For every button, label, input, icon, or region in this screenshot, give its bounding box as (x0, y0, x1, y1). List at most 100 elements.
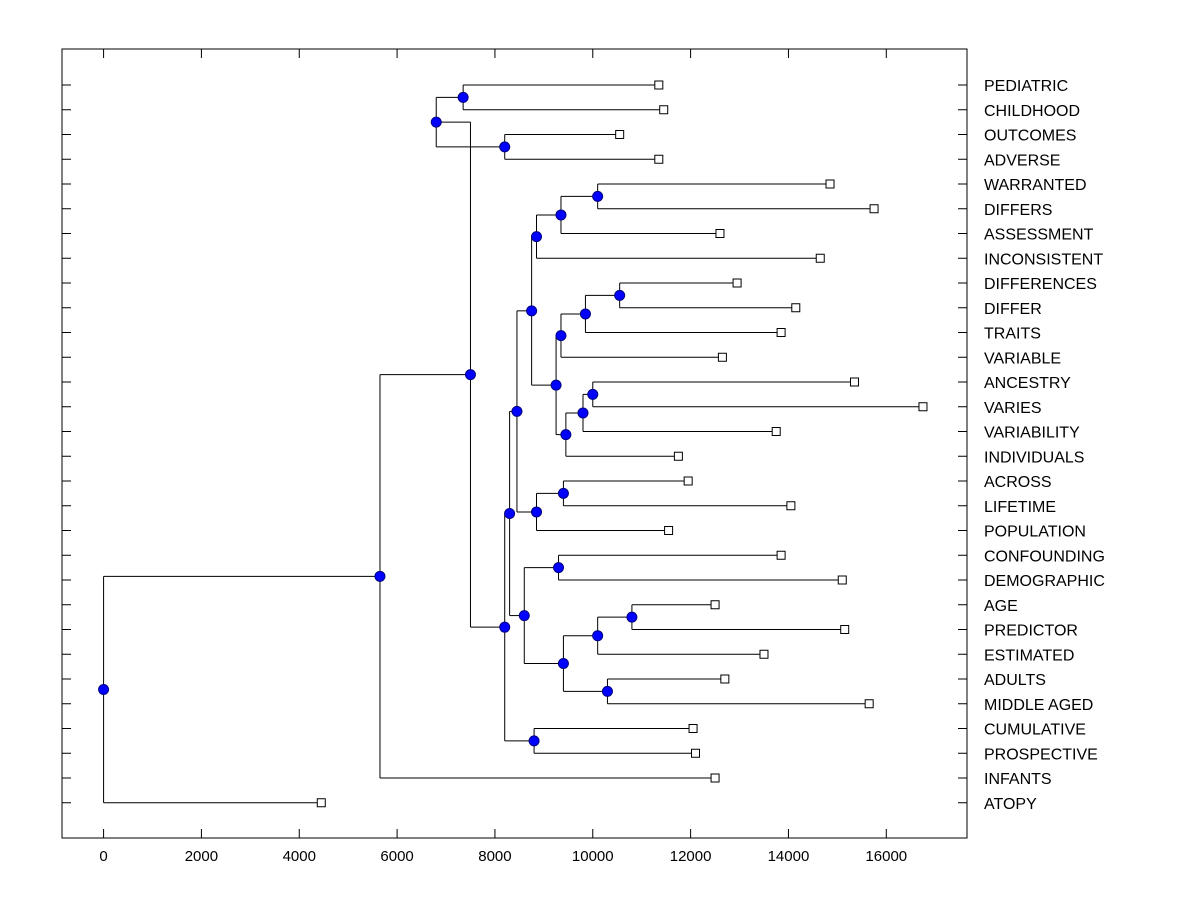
leaf-marker (815, 253, 825, 263)
leaf-label: ASSESSMENT (984, 227, 1094, 244)
merge-node (577, 407, 589, 419)
leaf-label: VARIABILITY (984, 425, 1080, 442)
leaf-marker (776, 550, 786, 560)
leaf-marker (918, 402, 928, 412)
leaf-label: DIFFER (984, 301, 1042, 318)
leaf-label: LIFETIME (984, 499, 1056, 516)
leaf-label: ATOPY (984, 796, 1037, 813)
x-tick-label: 8000 (478, 848, 511, 865)
merge-node (531, 231, 543, 243)
leaf-label: TRAITS (984, 326, 1041, 343)
x-tick-label: 6000 (380, 848, 413, 865)
merge-node (553, 562, 565, 574)
x-tick-label: 16000 (865, 848, 907, 865)
x-tick-label: 10000 (572, 848, 614, 865)
merge-node (555, 330, 567, 342)
leaf-marker (759, 649, 769, 659)
plot-frame (61, 48, 968, 839)
merge-node (457, 91, 469, 103)
leaf-marker (664, 526, 674, 535)
leaf-label: PREDICTOR (984, 623, 1078, 640)
leaf-marker (615, 130, 625, 139)
leaf-label: ACROSS (984, 474, 1052, 491)
merge-node (528, 735, 540, 747)
merge-nodes (98, 91, 638, 747)
merge-node (464, 369, 476, 381)
leaf-marker (683, 476, 693, 486)
leaf-label: POPULATION (984, 524, 1086, 541)
leaf-label: MIDDLE AGED (984, 697, 1093, 714)
leaf-label: PEDIATRIC (984, 78, 1068, 95)
leaf-labels: PEDIATRIC CHILDHOOD OUTCOMES ADVERSE WARRANT… (984, 78, 1105, 813)
x-axis: 0 2000 4000 6000 8000 10000 12000 14000 16000 (99, 49, 907, 865)
leaf-label: ADULTS (984, 672, 1046, 689)
merge-node (601, 685, 613, 697)
x-tick-label: 4000 (283, 848, 316, 865)
merge-node (555, 209, 567, 221)
merge-node (499, 141, 511, 153)
leaf-marker (710, 773, 720, 783)
leaf-marker (316, 798, 326, 808)
leaf-marker (715, 229, 725, 238)
leaf-marker (786, 501, 796, 511)
leaf-marker (688, 724, 698, 733)
merge-node (592, 190, 604, 202)
leaf-marker (849, 377, 859, 387)
leaf-label: WARRANTED (984, 177, 1087, 194)
merge-node (526, 305, 538, 317)
merge-node (592, 630, 604, 642)
merge-node (587, 388, 599, 400)
leaf-marker (659, 105, 669, 115)
leaf-label: ADVERSE (984, 152, 1060, 169)
merge-node (504, 507, 516, 519)
leaf-marker (791, 303, 801, 313)
leaf-label: DIFFERENCES (984, 276, 1097, 293)
merge-node (579, 308, 591, 320)
leaf-label: DIFFERS (984, 202, 1052, 219)
leaf-label: VARIES (984, 400, 1042, 417)
leaf-label: CONFOUNDING (984, 548, 1105, 565)
leaf-label: INFANTS (984, 771, 1052, 788)
leaf-marker (732, 278, 742, 288)
leaf-marker (717, 352, 727, 362)
x-tick-label: 0 (99, 848, 107, 865)
merge-node (374, 570, 386, 582)
leaf-marker (825, 179, 835, 189)
merge-node (98, 684, 110, 696)
merge-node (626, 611, 638, 623)
leaf-label: VARIABLE (984, 350, 1061, 367)
y-axis-ticks (62, 84, 967, 804)
leaf-label: CUMULATIVE (984, 722, 1086, 739)
leaf-marker (771, 427, 781, 436)
dendrogram-links (103, 84, 923, 804)
leaf-marker (864, 699, 874, 709)
leaf-marker (840, 625, 850, 634)
leaf-label: DEMOGRAPHIC (984, 573, 1105, 590)
leaf-marker (691, 748, 700, 758)
leaf-marker (654, 154, 664, 164)
leaf-marker (710, 600, 720, 610)
merge-node (430, 116, 442, 128)
leaf-marker (837, 575, 847, 585)
merge-node (557, 487, 569, 499)
leaf-marker (776, 328, 786, 337)
merge-node (550, 379, 562, 391)
leaf-label: ANCESTRY (984, 375, 1071, 392)
leaf-marker (720, 674, 730, 684)
merge-node (511, 405, 523, 417)
leaf-label: OUTCOMES (984, 128, 1076, 145)
leaf-label: INDIVIDUALS (984, 449, 1084, 466)
merge-node (557, 658, 569, 670)
leaf-label: AGE (984, 598, 1018, 615)
leaf-label: PROSPECTIVE (984, 746, 1098, 763)
leaf-markers (316, 80, 928, 808)
merge-node (499, 621, 511, 633)
x-tick-label: 2000 (185, 848, 218, 865)
merge-node (518, 610, 530, 622)
leaf-marker (673, 451, 683, 461)
leaf-label: INCONSISTENT (984, 251, 1103, 268)
merge-node (614, 289, 626, 301)
leaf-marker (869, 204, 879, 214)
leaf-label: CHILDHOOD (984, 103, 1080, 120)
